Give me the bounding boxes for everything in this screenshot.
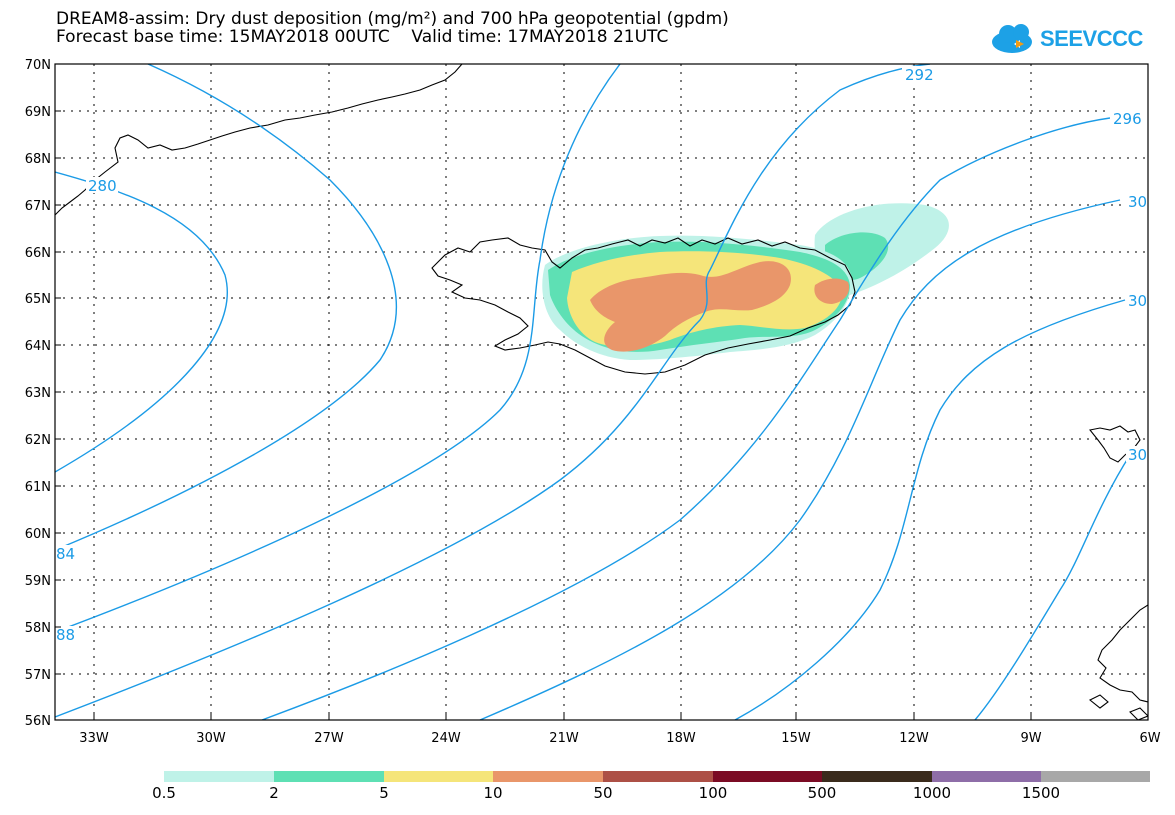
lon-label: 27W [314, 731, 344, 746]
lat-label: 60N [25, 527, 51, 542]
lat-label: 65N [25, 292, 51, 307]
cloud-icon [992, 24, 1032, 53]
legend-label: 100 [698, 784, 728, 802]
lon-label: 6W [1139, 731, 1160, 746]
contour-292 [55, 64, 931, 718]
legend-label: 2 [269, 784, 279, 802]
lat-label: 57N [25, 668, 51, 683]
greenland-coast [55, 64, 463, 216]
lat-label: 70N [25, 58, 51, 73]
contour-label-300b: 30 [1128, 292, 1147, 310]
faroe-islands-coast [1089, 425, 1141, 463]
legend-label: 0.5 [152, 784, 176, 802]
legend-swatch [713, 771, 822, 782]
lat-label: 59N [25, 574, 51, 589]
map-title: DREAM8-assim: Dry dust deposition (mg/m²… [56, 9, 729, 29]
lon-label: 9W [1020, 731, 1041, 746]
graticule [55, 64, 1148, 720]
lat-label: 66N [25, 246, 51, 261]
contour-label-280: 280 [88, 177, 117, 195]
legend-label: 1500 [1021, 784, 1061, 802]
geopotential-contours [55, 64, 1131, 720]
lat-label: 58N [25, 621, 51, 636]
scotland-islands [1088, 694, 1148, 720]
lat-label: 68N [25, 152, 51, 167]
contour-288 [55, 64, 621, 633]
lat-label: 63N [25, 386, 51, 401]
lon-label: 30W [196, 731, 226, 746]
legend-swatch [932, 771, 1041, 782]
contour-label-292: 292 [905, 66, 934, 84]
contour-284 [55, 64, 397, 551]
seevccc-logo [992, 24, 1032, 53]
contour-280 [55, 171, 228, 473]
legend-label: 50 [593, 784, 613, 802]
tick-marks [55, 63, 1032, 720]
contour-300c [974, 454, 1131, 720]
legend-swatch [1041, 771, 1150, 782]
legend-label: 1000 [912, 784, 952, 802]
lat-label: 56N [25, 714, 51, 729]
lon-label: 33W [79, 731, 109, 746]
contour-label-296: 296 [1113, 110, 1142, 128]
lat-label: 62N [25, 433, 51, 448]
legend-label: 500 [807, 784, 837, 802]
latitude-labels: 70N 69N 68N 67N 66N 65N 64N 63N 62N 61N … [25, 58, 51, 729]
map-subtitle: Forecast base time: 15MAY2018 00UTC Vali… [56, 27, 669, 47]
dust-area-high [590, 261, 791, 352]
legend-swatch [384, 771, 493, 782]
lat-label: 64N [25, 339, 51, 354]
contour-label-288: 88 [56, 626, 75, 644]
legend-label: 5 [379, 784, 389, 802]
seevccc-logo-text: SEEVCCC [1040, 26, 1143, 51]
longitude-labels: 33W 30W 27W 24W 21W 18W 15W 12W 9W 6W [79, 731, 1160, 746]
dust-deposition-shading [542, 203, 949, 360]
lon-label: 12W [899, 731, 929, 746]
legend-swatch [603, 771, 713, 782]
lon-label: 15W [781, 731, 811, 746]
legend-label: 10 [483, 784, 503, 802]
contour-296 [261, 117, 1111, 720]
scotland-coast [1097, 604, 1148, 703]
contour-label-284: 84 [56, 545, 75, 563]
contour-label-300c: 30 [1128, 446, 1147, 464]
lon-label: 21W [549, 731, 579, 746]
legend-swatch [274, 771, 384, 782]
contour-label-300a: 30 [1128, 193, 1147, 211]
contour-labels: 280 292 296 84 88 30 30 30 [55, 66, 1148, 644]
legend-swatch [164, 771, 274, 782]
legend-swatch [493, 771, 603, 782]
contour-300b [734, 299, 1126, 720]
lat-label: 61N [25, 480, 51, 495]
lon-label: 18W [666, 731, 696, 746]
lat-label: 67N [25, 199, 51, 214]
contour-300a [479, 199, 1121, 720]
lat-label: 69N [25, 105, 51, 120]
dust-area-high-east [814, 278, 850, 304]
legend-swatch [822, 771, 932, 782]
color-legend-bar [164, 771, 1150, 782]
lon-label: 24W [431, 731, 461, 746]
